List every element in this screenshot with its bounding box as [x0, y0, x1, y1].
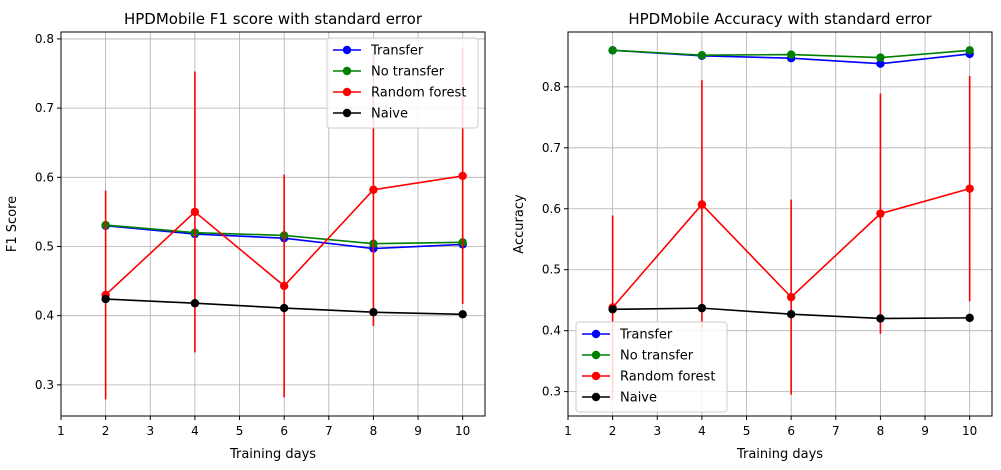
legend-entry-naive: Naive	[333, 107, 408, 122]
legend-entry-no-transfer: No transfer	[333, 65, 445, 80]
x-tick-label: 9	[921, 424, 929, 438]
data-point	[876, 314, 885, 323]
y-tick-label: 0.4	[35, 309, 54, 323]
legend-label: Transfer	[619, 328, 673, 343]
legend: Transfer No transfer Random forest Naive	[575, 321, 728, 413]
legend-entry-no-transfer: No transfer	[582, 349, 694, 364]
data-point	[369, 185, 378, 194]
x-tick-label: 1	[57, 424, 65, 438]
legend-marker	[591, 392, 601, 402]
x-tick-label: 3	[146, 424, 154, 438]
x-tick-label: 8	[877, 424, 885, 438]
y-tick-label: 0.7	[542, 141, 561, 155]
chart-title: HPDMobile F1 score with standard error	[124, 10, 423, 28]
legend-label: Random forest	[371, 86, 466, 101]
legend-marker	[342, 108, 352, 118]
data-point	[458, 171, 467, 181]
legend-label: No transfer	[620, 349, 694, 364]
x-tick-label: 7	[832, 424, 840, 438]
legend-label: Random forest	[620, 370, 715, 385]
legend-marker	[591, 371, 601, 381]
x-tick-label: 6	[787, 424, 795, 438]
data-point	[876, 209, 885, 218]
y-tick-label: 0.3	[35, 378, 54, 392]
data-point	[786, 50, 796, 59]
x-tick-label: 6	[280, 424, 288, 438]
legend-entry-transfer: Transfer	[333, 44, 424, 59]
data-point	[697, 50, 707, 60]
data-point	[279, 303, 289, 313]
chart-title: HPDMobile Accuracy with standard error	[628, 10, 932, 28]
data-point	[369, 308, 378, 317]
x-tick-label: 10	[962, 424, 977, 438]
x-tick-label: 5	[236, 424, 244, 438]
data-point	[697, 303, 707, 313]
y-tick-label: 0.8	[542, 80, 561, 94]
data-point	[608, 305, 617, 314]
data-point	[965, 46, 974, 55]
y-tick-label: 0.3	[542, 385, 561, 399]
y-tick-label: 0.6	[542, 202, 561, 216]
legend-box	[326, 37, 479, 129]
legend-marker	[591, 350, 601, 360]
data-point	[786, 292, 796, 302]
series-no-transfer	[608, 46, 974, 62]
data-point	[965, 313, 974, 323]
legend: Transfer No transfer Random forest Naive	[326, 37, 479, 129]
legend-marker	[342, 45, 352, 55]
legend-label: Transfer	[370, 44, 424, 59]
data-point	[876, 53, 885, 62]
legend-marker	[342, 66, 352, 76]
y-tick-label: 0.5	[35, 239, 54, 253]
y-tick-label: 0.7	[35, 101, 54, 115]
accuracy-chart: 1 2 3 4 5 6 7 8 9 10 0.3 0.4 0.5 0.6 0.7 0.8 HPDMobile A…	[512, 10, 993, 462]
data-point	[697, 200, 707, 209]
data-point	[190, 207, 200, 217]
y-axis-label: Accuracy	[512, 194, 527, 254]
series-naive	[101, 294, 467, 319]
data-point	[965, 184, 974, 193]
data-point	[876, 59, 885, 68]
legend-label: No transfer	[371, 65, 445, 80]
legend-label: Naive	[620, 391, 657, 406]
x-tick-label: 4	[191, 424, 199, 438]
y-tick-label: 0.8	[35, 32, 54, 46]
x-axis-label: Training days	[736, 447, 823, 462]
data-point	[190, 299, 200, 308]
x-tick-label: 2	[102, 424, 110, 438]
legend-box	[575, 321, 728, 413]
x-tick-label: 5	[743, 424, 751, 438]
x-tick-label: 4	[698, 424, 706, 438]
legend-marker	[591, 329, 601, 339]
data-point	[458, 310, 467, 319]
x-tick-label: 9	[414, 424, 422, 438]
x-tick-label: 7	[325, 424, 333, 438]
x-tick-label: 10	[455, 424, 470, 438]
legend-label: Naive	[371, 107, 408, 122]
series-naive	[608, 303, 974, 323]
legend-entry-transfer: Transfer	[582, 328, 673, 343]
x-axis-label: Training days	[229, 447, 316, 462]
data-point	[786, 310, 796, 319]
legend-entry-naive: Naive	[582, 391, 657, 406]
x-tick-label: 2	[609, 424, 617, 438]
data-point	[279, 281, 289, 291]
x-tick-label: 8	[370, 424, 378, 438]
legend-marker	[342, 87, 352, 97]
f1-score-chart: 1 2 3 4 5 6 7 8 9 10 0.3 0.4 0.5 0.6 0.7 0.8 HPDMobile F…	[5, 10, 486, 462]
data-point	[101, 294, 110, 304]
y-tick-label: 0.5	[542, 263, 561, 277]
y-axis-label: F1 Score	[5, 196, 20, 252]
y-tick-label: 0.6	[35, 170, 54, 184]
x-tick-label: 3	[653, 424, 661, 438]
plot-frame	[60, 31, 486, 417]
data-point	[608, 46, 617, 55]
x-tick-label: 1	[564, 424, 572, 438]
legend-entry-random-forest: Random forest	[582, 370, 715, 385]
legend-entry-random-forest: Random forest	[333, 86, 466, 101]
plot-frame	[567, 31, 993, 417]
y-tick-label: 0.4	[542, 324, 561, 338]
